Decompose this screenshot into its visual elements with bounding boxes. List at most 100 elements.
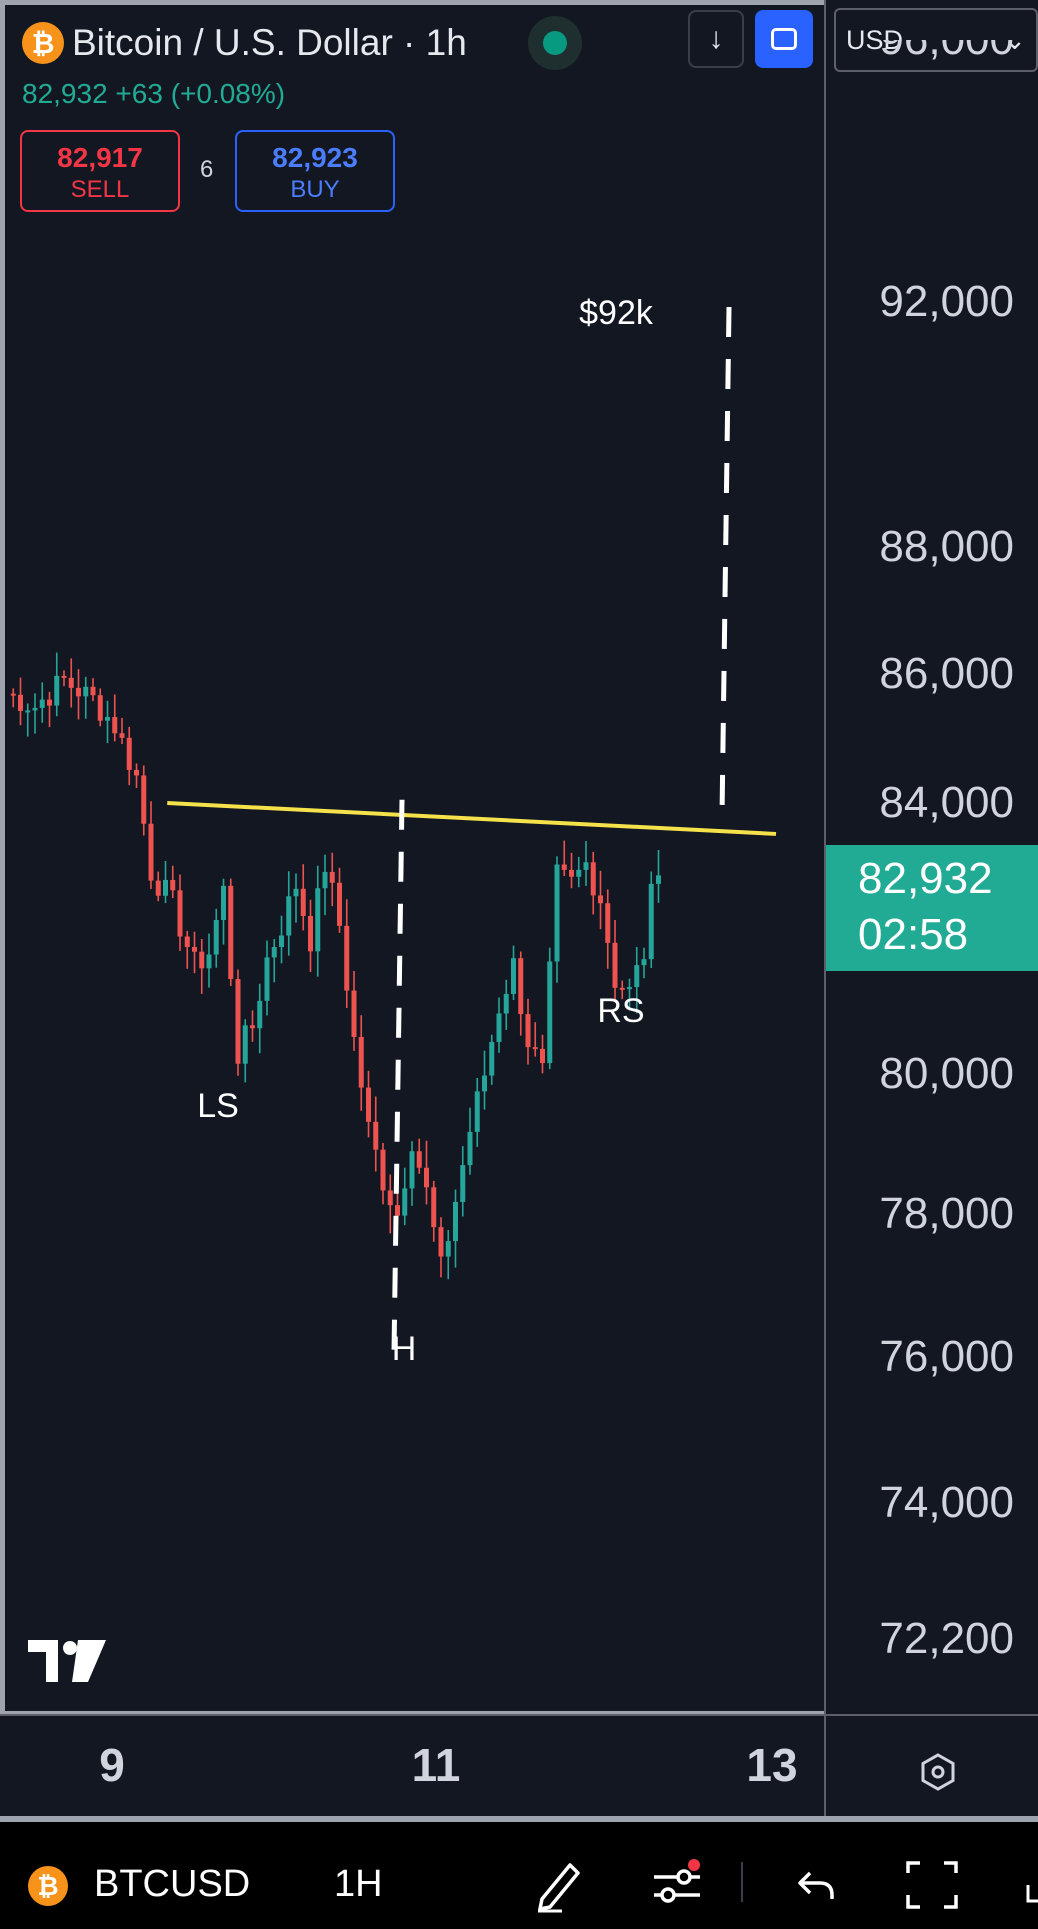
candle-body [569, 869, 574, 877]
price-tick-clipped: 96,000 [879, 40, 1014, 65]
candle-body [177, 890, 183, 937]
candle-body [250, 1025, 255, 1029]
candle-body [416, 1151, 422, 1168]
candle-body [627, 987, 632, 990]
bottom-toolbar [0, 1822, 1038, 1929]
candle-body [242, 1025, 248, 1064]
price-tick: 88,000 [879, 522, 1014, 571]
candle-body [315, 888, 321, 952]
chart-settings-icon[interactable] [918, 1752, 958, 1797]
tradingview-logo [28, 1640, 106, 1687]
candle-body [126, 737, 132, 770]
candle-body [460, 1165, 466, 1202]
fullscreen-icon[interactable] [904, 1855, 960, 1918]
candle-body [576, 869, 582, 877]
candle-body [366, 1087, 371, 1122]
symbol-selector[interactable]: BTCUSD [94, 1863, 251, 1905]
candle-body [68, 677, 74, 688]
candle-body [213, 920, 219, 955]
currency-value: USD [846, 24, 904, 55]
candle-body [90, 686, 96, 696]
chevron-down-icon: ⌄ [1003, 24, 1026, 55]
candle-body [532, 1047, 538, 1050]
candle-body [141, 775, 147, 824]
candle-body [221, 885, 226, 921]
candle-body [337, 882, 342, 926]
price-change: 82,932 +63 (+0.08%) [22, 78, 286, 109]
candle-body [329, 871, 335, 883]
buy-button[interactable]: 82,923 BUY [235, 130, 395, 212]
layout-icon[interactable] [1026, 1855, 1038, 1918]
price-tick: 84,000 [879, 778, 1014, 827]
draw-pencil-icon[interactable] [532, 1855, 586, 1918]
buy-label: BUY [290, 176, 340, 203]
price-tick: 72,200 [879, 1614, 1014, 1663]
bitcoin-icon: ₿ [22, 22, 64, 64]
indicators-icon[interactable] [648, 1855, 706, 1918]
candle-body [119, 733, 125, 738]
candle-body [32, 707, 38, 711]
candle-body [47, 699, 52, 706]
candle-body [264, 957, 270, 1001]
candle-body [206, 954, 212, 969]
interval-selector[interactable]: 1H [334, 1863, 383, 1905]
candle-body [54, 675, 60, 706]
candle-body [496, 1013, 502, 1042]
candle-body [322, 871, 328, 889]
candle-body [402, 1188, 408, 1216]
market-status[interactable] [528, 16, 582, 70]
candle-body [358, 1036, 364, 1088]
candle-body [656, 875, 661, 884]
candle-body [518, 958, 524, 1015]
live-dot-icon [543, 31, 567, 55]
candle-body [431, 1187, 437, 1228]
candle-body [61, 675, 67, 678]
candle-body [10, 693, 16, 696]
price-tick: 76,000 [879, 1332, 1014, 1381]
candle-body [612, 942, 618, 988]
sell-button[interactable]: 82,917 SELL [20, 130, 180, 212]
candle-body [445, 1241, 451, 1257]
candle-body [373, 1121, 379, 1150]
arrow-down-icon: ↓ [708, 22, 724, 55]
last-price-value: 82,932 [858, 854, 993, 903]
axis-divider [824, 0, 826, 1820]
buy-price: 82,923 [272, 142, 358, 173]
candle-body [271, 947, 277, 958]
candle-body [163, 879, 168, 896]
candle-body [83, 686, 89, 697]
candle-body [170, 879, 176, 891]
price-chart[interactable]: $92k LS H RS [0, 0, 826, 1716]
chart-pane[interactable] [0, 0, 826, 1716]
candle-body [482, 1075, 487, 1092]
candle-body [474, 1091, 480, 1132]
neckline [167, 801, 777, 836]
candle-body [184, 936, 190, 947]
candle-body [351, 990, 357, 1037]
sync-icon [771, 28, 797, 50]
candle-body [18, 694, 23, 711]
undo-icon[interactable] [794, 1855, 838, 1918]
candle-body [583, 862, 589, 870]
symbol-header[interactable]: ₿ Bitcoin / U.S. Dollar · 1h [22, 14, 467, 72]
candle-body [648, 883, 654, 960]
candle-body [438, 1227, 444, 1257]
sell-label: SELL [70, 176, 130, 203]
time-tick: 11 [411, 1739, 461, 1791]
candle-body [300, 888, 306, 916]
last-price-label: 82,932 02:58 [826, 845, 1038, 971]
candle-body [503, 993, 509, 1014]
candle-body [344, 925, 350, 991]
candle-body [380, 1149, 386, 1191]
currency-select[interactable]: USD ⌄ [834, 8, 1038, 72]
candle-body [105, 717, 110, 721]
bar-countdown: 02:58 [858, 910, 969, 959]
candle-body [235, 979, 241, 1064]
scroll-down-button[interactable]: ↓ [688, 10, 744, 68]
candle-body [155, 880, 161, 896]
price-tick: 78,000 [879, 1189, 1014, 1238]
bitcoin-icon: ₿ [28, 1866, 68, 1906]
candle-body [286, 896, 292, 936]
sync-button[interactable] [755, 10, 813, 68]
time-tick: 9 [99, 1739, 125, 1791]
